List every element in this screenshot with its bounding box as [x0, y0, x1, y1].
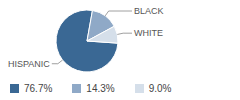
html-text:9.0%: 9.0%	[148, 82, 172, 94]
svg-text:HISPANIC: HISPANIC	[8, 59, 50, 69]
html-text:76.7%: 76.7%	[24, 82, 53, 94]
html-text:14.3%: 14.3%	[86, 82, 115, 94]
svg-text:BLACK: BLACK	[134, 6, 164, 16]
svg-text:WHITE: WHITE	[134, 28, 163, 38]
